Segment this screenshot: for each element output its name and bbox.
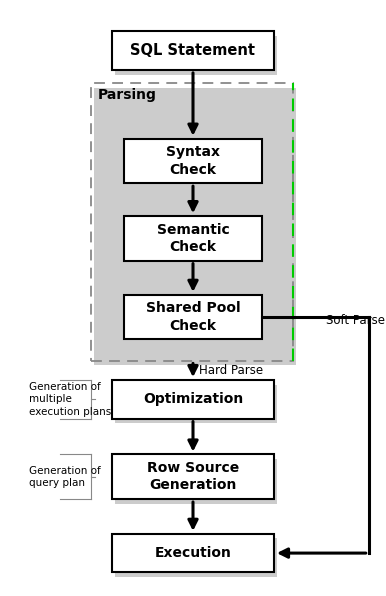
Text: Generation of
multiple
execution plans: Generation of multiple execution plans — [29, 382, 111, 417]
Bar — [115, 539, 277, 577]
Bar — [91, 83, 293, 361]
Text: Semantic
Check: Semantic Check — [157, 223, 229, 254]
Bar — [124, 139, 262, 184]
Text: Optimization: Optimization — [143, 392, 243, 406]
Bar — [127, 221, 266, 266]
Text: Hard Parse: Hard Parse — [199, 364, 263, 377]
Bar — [124, 294, 262, 339]
Text: Shared Pool
Check: Shared Pool Check — [146, 302, 240, 333]
Bar — [115, 460, 277, 504]
Bar — [112, 534, 274, 572]
Text: Parsing: Parsing — [98, 88, 157, 102]
Text: SQL Statement: SQL Statement — [130, 43, 256, 58]
Text: Syntax
Check: Syntax Check — [166, 145, 220, 176]
Text: Generation of
query plan: Generation of query plan — [29, 465, 101, 488]
Text: Execution: Execution — [154, 546, 232, 560]
Bar — [112, 454, 274, 499]
Bar — [124, 216, 262, 261]
Bar — [94, 88, 296, 365]
Bar — [115, 36, 277, 75]
Bar — [127, 299, 266, 344]
Text: Soft Parse: Soft Parse — [326, 314, 385, 327]
Bar — [127, 144, 266, 188]
Bar — [115, 385, 277, 423]
Text: Row Source
Generation: Row Source Generation — [147, 461, 239, 492]
Bar — [112, 31, 274, 70]
Bar — [112, 380, 274, 418]
